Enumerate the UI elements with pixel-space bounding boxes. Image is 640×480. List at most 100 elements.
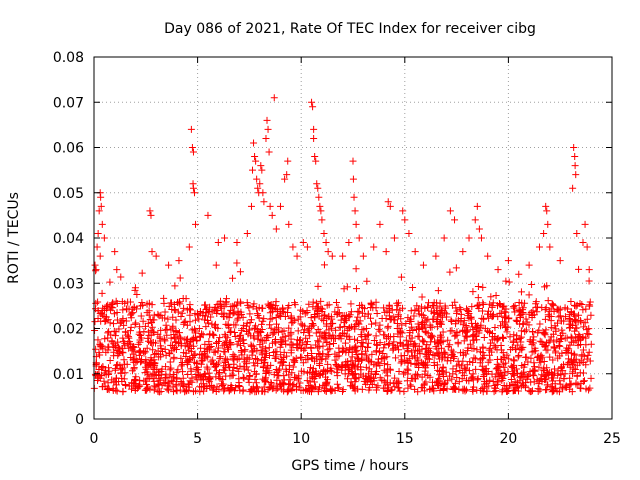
data-point (517, 333, 525, 341)
data-point (313, 309, 321, 317)
data-point (137, 334, 145, 342)
data-point (123, 360, 131, 368)
data-point (182, 352, 190, 360)
data-point (322, 368, 330, 376)
data-point (469, 387, 477, 395)
data-point (454, 340, 462, 348)
data-point (408, 323, 416, 331)
data-point (224, 361, 232, 369)
data-point (225, 324, 233, 332)
x-axis-label: GPS time / hours (291, 458, 408, 474)
data-point (378, 376, 386, 384)
data-point (496, 309, 504, 317)
data-point (347, 378, 355, 386)
data-point (185, 383, 193, 391)
data-point (111, 248, 119, 256)
data-point (484, 358, 492, 366)
data-point (477, 234, 485, 242)
data-point (102, 317, 110, 325)
data-point (320, 261, 328, 269)
data-point (129, 343, 137, 351)
data-point (284, 308, 292, 316)
data-point (411, 306, 419, 314)
data-point (556, 352, 564, 360)
data-point (398, 329, 406, 337)
data-point (429, 301, 437, 309)
data-point (487, 293, 495, 301)
data-point (170, 388, 178, 396)
data-point (294, 327, 302, 335)
data-point (429, 332, 437, 340)
data-point (547, 324, 555, 332)
data-point (338, 363, 346, 371)
data-point (582, 334, 590, 342)
data-point (331, 356, 339, 364)
data-point (271, 348, 279, 356)
data-point (373, 309, 381, 317)
data-point (117, 273, 125, 281)
data-point (110, 352, 118, 360)
data-point (372, 371, 380, 379)
data-point (463, 305, 471, 313)
data-point (111, 332, 119, 340)
data-point (128, 367, 136, 375)
x-tick-label: 10 (292, 431, 310, 447)
data-point (253, 175, 261, 183)
data-point (182, 295, 190, 303)
data-point (326, 386, 334, 394)
data-point (131, 320, 139, 328)
data-point (501, 324, 509, 332)
data-point (222, 295, 230, 303)
data-point (470, 354, 478, 362)
data-point (565, 320, 573, 328)
data-point (249, 303, 257, 311)
data-point (218, 304, 226, 312)
data-point (560, 317, 568, 325)
data-point (541, 376, 549, 384)
data-point (131, 375, 139, 383)
data-point (534, 329, 542, 337)
data-point (240, 374, 248, 382)
data-point (317, 304, 325, 312)
data-point (536, 320, 544, 328)
data-point (297, 306, 305, 314)
data-point (459, 387, 467, 395)
data-point (152, 339, 160, 347)
data-point (417, 384, 425, 392)
data-point (421, 304, 429, 312)
data-point (343, 375, 351, 383)
data-point (162, 363, 170, 371)
data-point (333, 380, 341, 388)
data-point (318, 216, 326, 224)
data-point (130, 365, 138, 373)
data-point (569, 370, 577, 378)
data-point (399, 341, 407, 349)
data-point (225, 310, 233, 318)
data-point (479, 343, 487, 351)
data-point (317, 207, 325, 215)
data-point (267, 361, 275, 369)
data-point (148, 323, 156, 331)
data-point (215, 369, 223, 377)
data-point (555, 313, 563, 321)
data-point (430, 299, 438, 307)
data-point (283, 171, 291, 179)
data-point (176, 274, 184, 282)
data-point (303, 307, 311, 315)
data-point (538, 353, 546, 361)
data-point (308, 350, 316, 358)
data-point (494, 364, 502, 372)
data-point (216, 375, 224, 383)
data-point (579, 346, 587, 354)
data-point (525, 261, 533, 269)
data-point (438, 367, 446, 375)
data-point (289, 381, 297, 389)
data-point (351, 374, 359, 382)
data-point (189, 184, 197, 192)
data-point (191, 350, 199, 358)
data-point (529, 328, 537, 336)
data-point (327, 324, 335, 332)
data-point (256, 180, 264, 188)
data-point (323, 314, 331, 322)
data-point (212, 373, 220, 381)
